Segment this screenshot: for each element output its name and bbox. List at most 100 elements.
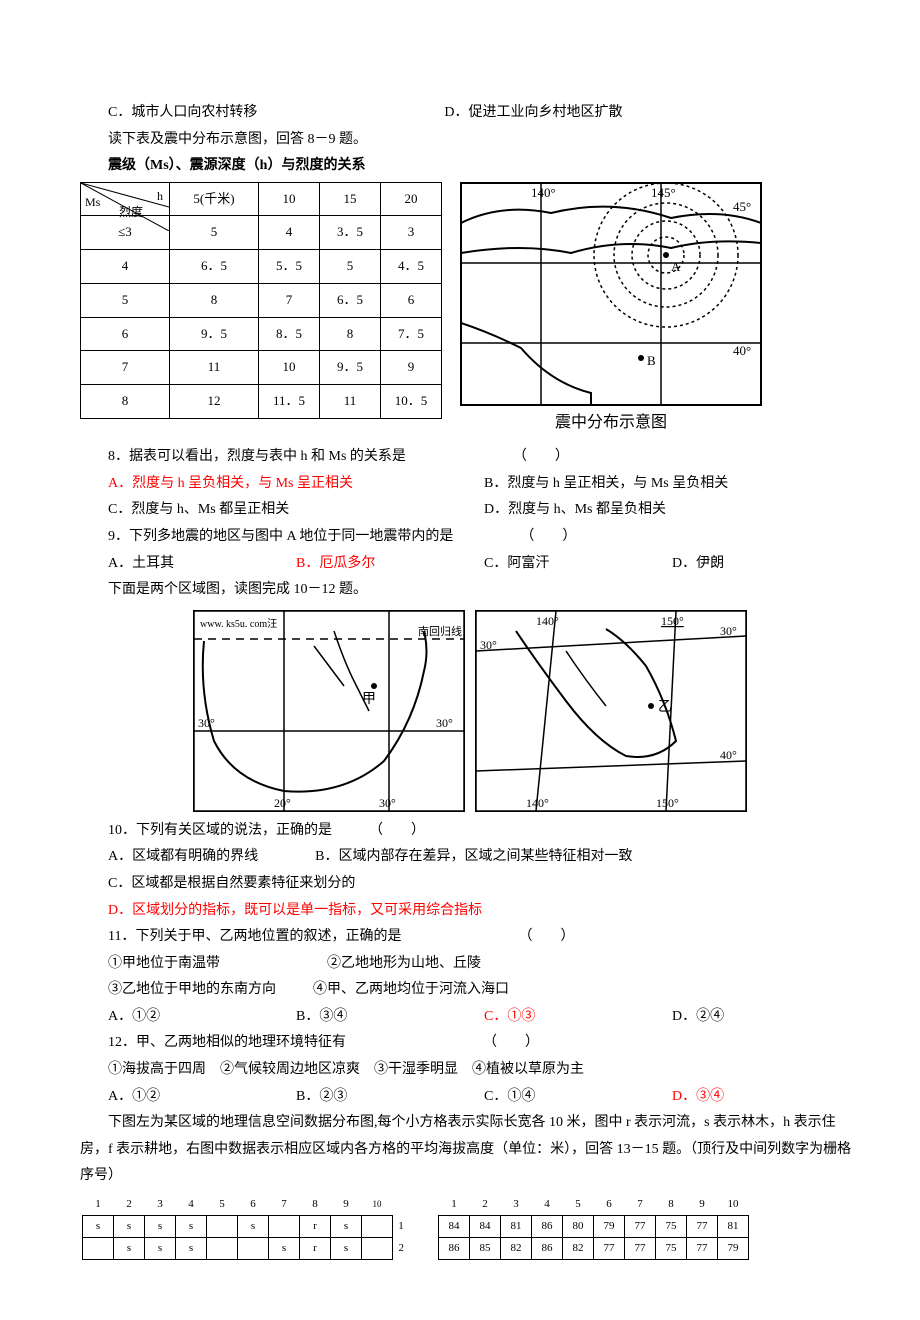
point-a-dot [663, 252, 669, 258]
q8-A: A．烈度与 h 呈负相关，与 Ms 呈正相关 [108, 471, 484, 498]
q11-s12: ①甲地位于南温带 ②乙地地形为山地、丘陵 [80, 951, 860, 978]
fig1-ptB: B [647, 353, 656, 368]
fig1-lat2: 40° [733, 343, 751, 358]
gridR-header: 1 2 3 4 5 6 7 8 9 10 [439, 1194, 749, 1215]
q10-stem: 10．下列有关区域的说法，正确的是 [108, 823, 332, 838]
mapR-lat40: 40° [720, 748, 737, 762]
q8-row2: C．烈度与 h、Ms 都呈正相关 D．烈度与 h、Ms 都呈负相关 [108, 497, 860, 524]
q9-A: A．土耳其 [108, 551, 296, 578]
intensity-section: h 烈度 Ms 5(千米) 10 15 20 ≤3543．53 46．55．55… [80, 182, 860, 438]
q9-C: C．阿富汗 [484, 551, 672, 578]
t1-h0: 5(千米) [170, 182, 259, 216]
table-row: 711109．59 [81, 351, 442, 385]
q7-opt-d: D．促进工业向乡村地区扩散 [444, 105, 622, 120]
lead-10-12: 下面是两个区域图，读图完成 10－12 题。 [80, 577, 860, 604]
table-row: 46．55．554．5 [81, 250, 442, 284]
q8-paren: （ ） [513, 449, 569, 464]
table-row: 84848186807977757781 [439, 1215, 749, 1237]
map-right: 140° 150° 140° 150° 30° 30° 40° 乙 [475, 610, 747, 812]
q11-paren: （ ） [518, 929, 574, 944]
q11-s4: ④甲、乙两地均位于河流入海口 [313, 982, 509, 997]
q8-B: B．烈度与 h 呈正相关，与 Ms 呈负相关 [484, 471, 860, 498]
q12-stem-line: 12．甲、乙两地相似的地理环境特征有 （ ） [80, 1030, 860, 1057]
mapR-lon150b: 150° [656, 796, 679, 810]
q11-C: C．①③ [484, 1004, 672, 1031]
q9-D: D．伊朗 [672, 551, 860, 578]
q10-C: C．区域都是根据自然要素特征来划分的 [80, 871, 860, 898]
q12-s: ①海拔高于四周 ②气候较周边地区凉爽 ③干湿季明显 ④植被以草原为主 [80, 1057, 860, 1084]
table1-title: 震级（Ms）、震源深度（h）与烈度的关系 [80, 153, 860, 180]
q11-stem-line: 11．下列关于甲、乙两地位置的叙述，正确的是 （ ） [80, 924, 860, 951]
q12-D: D．③④ [672, 1084, 860, 1111]
t1-h3: 20 [381, 182, 442, 216]
table-row: 81211．51110．5 [81, 384, 442, 418]
q8-C: C．烈度与 h、Ms 都呈正相关 [108, 497, 484, 524]
diag-ms: Ms [85, 191, 100, 214]
mapL-lon30: 30° [379, 796, 396, 810]
q12-stem: 12．甲、乙两地相似的地理环境特征有 [108, 1035, 346, 1050]
epicenter-figure-wrap: 140° 145° 45° 40° A B 震中分布示意图 [460, 182, 762, 438]
grid-left: 1 2 3 4 5 6 7 8 9 10 sssssrs 1 ssssrs 2 [82, 1194, 410, 1260]
q9-paren: （ ） [520, 529, 576, 544]
mapL-lat30b: 30° [436, 716, 453, 730]
q9-B: B．厄瓜多尔 [296, 551, 484, 578]
mapR-lon140t: 140° [536, 614, 559, 628]
mapL-wm: www. ks5u. com汪 [200, 618, 277, 630]
table-row: 86858286827777757779 [439, 1237, 749, 1259]
mapL-lbl: 甲 [362, 692, 376, 707]
q7-opt-c: C．城市人口向农村转移 [108, 105, 257, 120]
mapR-lon140b: 140° [526, 796, 549, 810]
q12-B: B．②③ [296, 1084, 484, 1111]
q9-stem: 9．下列多地震的地区与图中 A 地位于同一地震带内的是 [108, 529, 453, 544]
diag-header: h 烈度 Ms [81, 182, 170, 216]
q10-stem-line: 10．下列有关区域的说法，正确的是 （ ） [80, 818, 860, 845]
intensity-table: h 烈度 Ms 5(千米) 10 15 20 ≤3543．53 46．55．55… [80, 182, 442, 419]
q11-s1: ①甲地位于南温带 [108, 956, 220, 971]
q12-opts: A．①② B．②③ C．①④ D．③④ [108, 1084, 860, 1111]
fig1-lon2: 145° [651, 185, 676, 200]
q11-A: A．①② [108, 1004, 296, 1031]
q11-stem: 11．下列关于甲、乙两地位置的叙述，正确的是 [108, 929, 401, 944]
table-row: 69．58．587．5 [81, 317, 442, 351]
q11-s3: ③乙地位于甲地的东南方向 [108, 982, 276, 997]
mapR-lbl: 乙 [658, 699, 672, 715]
epicenter-figure: 140° 145° 45° 40° A B [460, 182, 762, 406]
q10-A: A．区域都有明确的界线 [108, 849, 258, 864]
table-row: sssssrs 1 [83, 1215, 410, 1237]
fig1-lon1: 140° [531, 185, 556, 200]
fig1-lat1: 45° [733, 199, 751, 214]
t1-h2: 15 [320, 182, 381, 216]
table-row: 5876．56 [81, 283, 442, 317]
q8-D: D．烈度与 h、Ms 都呈负相关 [484, 497, 860, 524]
q10-AB: A．区域都有明确的界线 B．区域内部存在差异，区域之间某些特征相对一致 [80, 844, 860, 871]
grid-right: 1 2 3 4 5 6 7 8 9 10 8484818680797775778… [438, 1194, 749, 1260]
point-b-dot [638, 355, 644, 361]
q10-B: B．区域内部存在差异，区域之间某些特征相对一致 [315, 849, 632, 864]
table-row: ssssrs 2 [83, 1237, 410, 1259]
q7-options: C．城市人口向农村转移 D．促进工业向乡村地区扩散 [80, 100, 860, 127]
q12-paren: （ ） [483, 1035, 539, 1050]
lead-13-15: 下图左为某区域的地理信息空间数据分布图,每个小方格表示实际长宽各 10 米，图中… [80, 1110, 860, 1190]
mapR-lat30a: 30° [480, 638, 497, 652]
grids-row: 1 2 3 4 5 6 7 8 9 10 sssssrs 1 ssssrs 2 … [82, 1194, 860, 1260]
mapL-lon20: 20° [274, 796, 291, 810]
q8-stem-line: 8．据表可以看出，烈度与表中 h 和 Ms 的关系是 （ ） [80, 444, 860, 471]
t1-h1: 10 [259, 182, 320, 216]
q10-D: D．区域划分的指标，既可以是单一指标，又可采用综合指标 [80, 898, 860, 925]
diag-mid: 烈度 [119, 201, 143, 224]
q11-s2: ②乙地地形为山地、丘陵 [327, 956, 481, 971]
maps-row: www. ks5u. com汪 南回归线 30° 30° 20° 30° 甲 1… [80, 610, 860, 812]
q11-B: B．③④ [296, 1004, 484, 1031]
mapR-lat30b: 30° [720, 624, 737, 638]
fig1-caption: 震中分布示意图 [460, 408, 762, 438]
mapR-lon150t: 150° [661, 614, 684, 628]
q8-row1: A．烈度与 h 呈负相关，与 Ms 呈正相关 B．烈度与 h 呈正相关，与 Ms… [108, 471, 860, 498]
q12-A: A．①② [108, 1084, 296, 1111]
q12-C: C．①④ [484, 1084, 672, 1111]
q11-opts: A．①② B．③④ C．①③ D．②④ [108, 1004, 860, 1031]
fig1-ptA: A [671, 259, 681, 274]
map-left: www. ks5u. com汪 南回归线 30° 30° 20° 30° 甲 [193, 610, 465, 812]
gridL-header: 1 2 3 4 5 6 7 8 9 10 [83, 1194, 410, 1215]
q11-s34: ③乙地位于甲地的东南方向 ④甲、乙两地均位于河流入海口 [80, 977, 860, 1004]
q8-stem: 8．据表可以看出，烈度与表中 h 和 Ms 的关系是 [108, 449, 406, 464]
